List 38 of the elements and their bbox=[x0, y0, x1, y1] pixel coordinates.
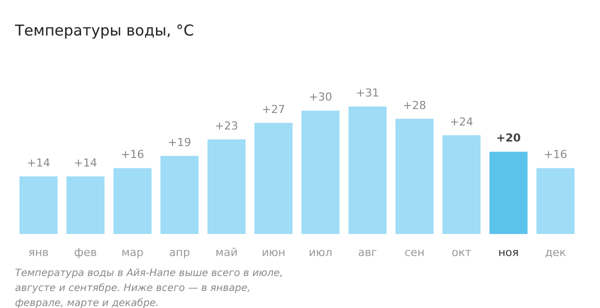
data-label: +19 bbox=[168, 136, 192, 149]
x-tick-label: июл bbox=[308, 246, 332, 259]
x-tick-label: июн bbox=[262, 246, 286, 259]
data-label: +23 bbox=[214, 119, 238, 132]
bar bbox=[113, 168, 152, 234]
bar bbox=[66, 176, 105, 234]
x-tick-label: мар bbox=[121, 246, 144, 259]
data-label: +31 bbox=[356, 86, 380, 100]
bar bbox=[348, 106, 387, 234]
data-label: +14 bbox=[26, 156, 50, 170]
data-label: +28 bbox=[402, 98, 426, 112]
x-tick-label: авг bbox=[358, 246, 378, 259]
bar bbox=[489, 152, 528, 234]
data-label: +14 bbox=[74, 156, 98, 170]
data-label: +20 bbox=[496, 132, 522, 145]
bar bbox=[19, 176, 58, 234]
x-tick-label: дек bbox=[544, 246, 566, 259]
chart-title: Температуры воды, °C bbox=[14, 22, 194, 40]
bar bbox=[254, 122, 293, 234]
x-tick-label: окт bbox=[452, 246, 472, 259]
x-tick-label: апр bbox=[169, 246, 190, 259]
bar bbox=[395, 118, 434, 234]
x-tick-label: ноя bbox=[498, 246, 519, 259]
x-tick-label: янв bbox=[28, 246, 49, 259]
bar bbox=[160, 156, 199, 234]
bar bbox=[301, 110, 340, 234]
x-tick-label: фев bbox=[74, 246, 97, 259]
bar bbox=[442, 135, 481, 234]
data-label: +27 bbox=[262, 102, 286, 116]
text: Температура воды в Айя-Напе выше всего в июле, августе и сентябре. Ниже всего — в январе, феврале, марте и декабре. bbox=[15, 268, 286, 308]
bar bbox=[536, 168, 575, 234]
bar bbox=[207, 139, 246, 234]
x-tick-label: сен bbox=[404, 246, 425, 259]
data-label: +16 bbox=[120, 148, 144, 162]
data-label: +24 bbox=[450, 115, 474, 128]
data-label: +30 bbox=[308, 90, 332, 104]
x-tick-label: май bbox=[215, 246, 238, 259]
data-label: +16 bbox=[544, 148, 568, 162]
